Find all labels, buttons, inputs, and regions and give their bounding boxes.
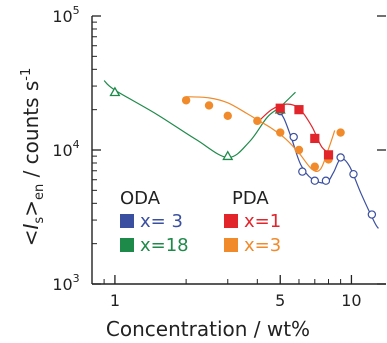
- plot-frame: [91, 16, 386, 285]
- y-tick-label: 104: [52, 138, 79, 160]
- data-point: [204, 101, 214, 110]
- y-tick-label: 105: [52, 4, 79, 26]
- legend-swatch: [120, 238, 134, 252]
- data-point: [367, 210, 377, 219]
- legend-swatch: [120, 214, 134, 228]
- data-point: [336, 153, 345, 162]
- data-point: [298, 167, 307, 176]
- x-tick-label: 1: [110, 291, 120, 310]
- data-point: [223, 111, 232, 120]
- x-axis-label: Concentration / wt%: [106, 317, 310, 341]
- legend-label: x=18: [140, 235, 189, 256]
- legend-label: x= 3: [140, 211, 183, 232]
- legend-swatch: [224, 214, 238, 228]
- y-tick-label: 103: [52, 272, 79, 294]
- data-point: [253, 116, 262, 126]
- legend-group-title: ODA: [120, 188, 161, 209]
- legend-group-title: PDA: [232, 188, 269, 209]
- data-point: [109, 86, 121, 97]
- data-point: [323, 150, 334, 160]
- data-point: [310, 162, 320, 171]
- fit-curve: [277, 109, 379, 229]
- data-point: [276, 128, 285, 137]
- data-point: [294, 145, 304, 155]
- data-point: [289, 132, 298, 142]
- data-point: [310, 176, 320, 185]
- data-point: [222, 150, 234, 161]
- data-point: [349, 169, 358, 179]
- fit-curve: [103, 80, 296, 159]
- data-point: [310, 133, 320, 144]
- x-tick-label: 5: [275, 291, 285, 310]
- data-markers: [109, 86, 377, 219]
- legend-label: x=1: [244, 211, 281, 232]
- data-point: [275, 103, 285, 113]
- data-point: [321, 176, 331, 185]
- legend-swatch: [224, 238, 238, 252]
- data-point: [294, 105, 304, 115]
- x-tick-label: 10: [341, 291, 361, 310]
- y-axis: 103 104 105: [52, 4, 386, 294]
- y-axis-label: <Is>en / counts s-1: [19, 68, 47, 247]
- data-point: [181, 96, 191, 105]
- x-axis: 1 5 10: [103, 275, 362, 310]
- data-point: [336, 128, 345, 137]
- legend-label: x=3: [244, 235, 281, 256]
